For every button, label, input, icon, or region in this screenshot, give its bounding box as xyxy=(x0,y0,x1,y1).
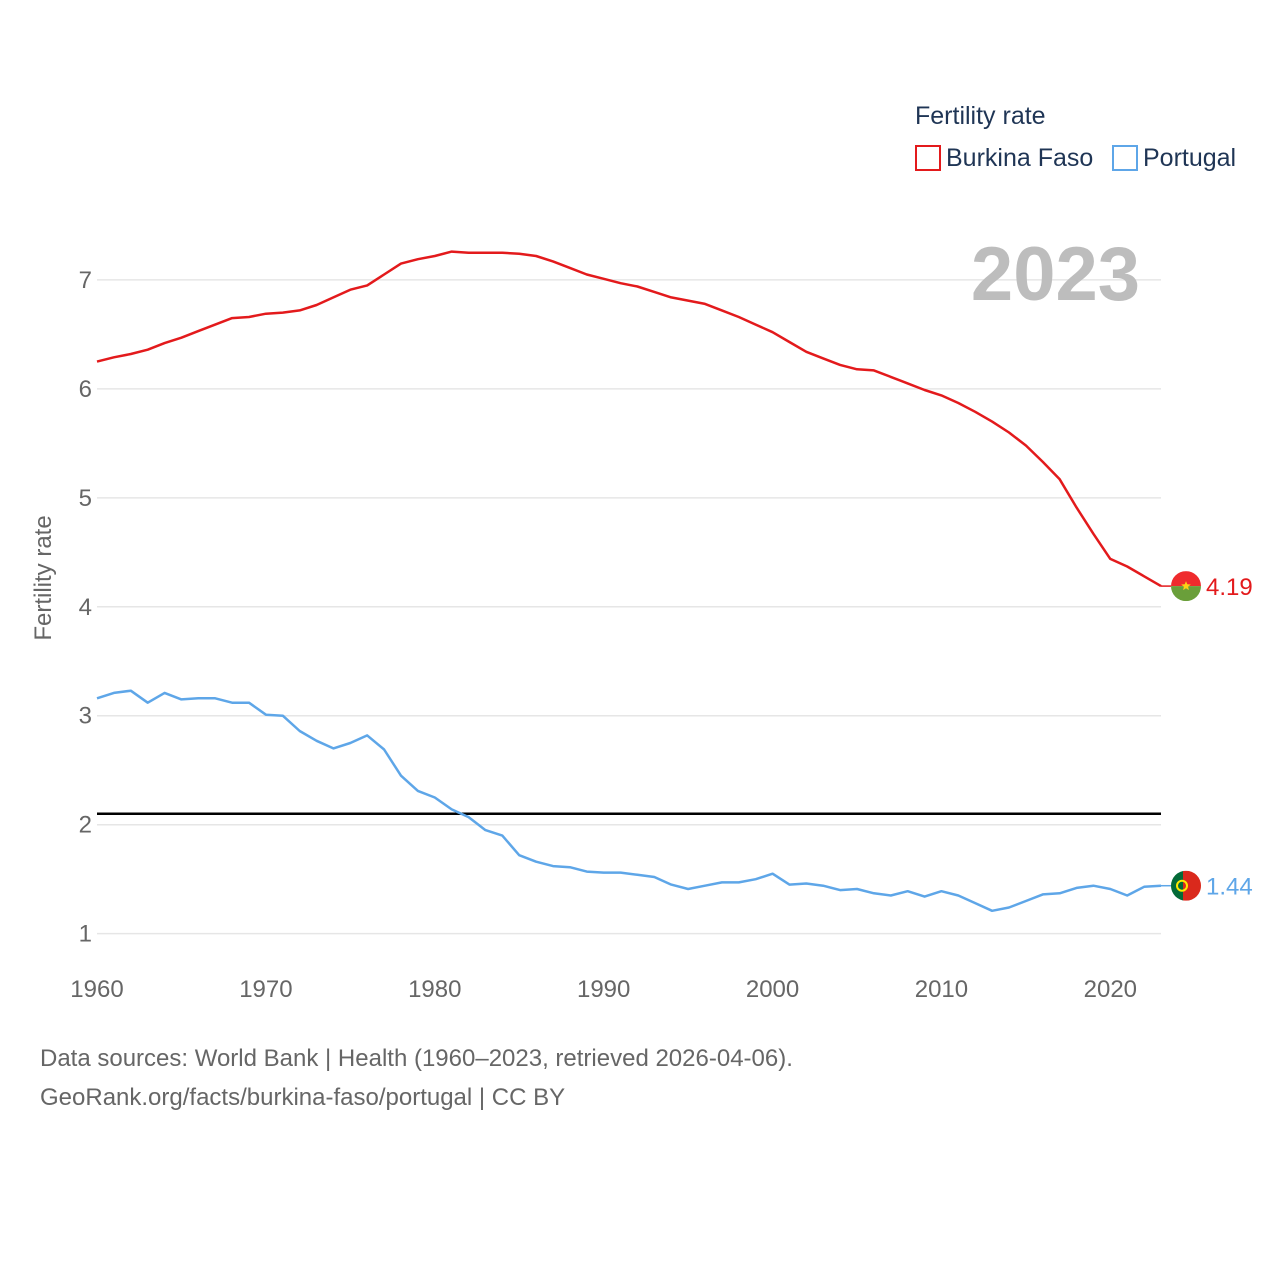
x-axis-ticks: 1960 1970 1980 1990 2000 2010 2020 xyxy=(70,976,1137,1003)
legend-swatch-burkina-faso[interactable] xyxy=(915,145,941,171)
legend-label-burkina-faso[interactable]: Burkina Faso xyxy=(946,144,1093,172)
x-tick-label: 2020 xyxy=(1084,976,1137,1003)
legend-label-portugal[interactable]: Portugal xyxy=(1143,144,1236,172)
series-line-burkina-faso[interactable] xyxy=(96,250,1162,588)
x-tick-label: 2000 xyxy=(746,976,799,1003)
end-value-label-burkina-faso: 4.19 xyxy=(1206,574,1253,601)
legend-swatch-portugal[interactable] xyxy=(1112,145,1138,171)
y-axis-label: Fertility rate xyxy=(30,515,57,640)
x-tick-label: 2010 xyxy=(915,976,968,1003)
y-tick-label: 1 xyxy=(79,921,92,948)
y-tick-label: 2 xyxy=(79,812,92,839)
end-value-label-portugal: 1.44 xyxy=(1206,874,1253,901)
series-endpoints: 4.19 1.44 xyxy=(1161,571,1253,901)
x-tick-label: 1980 xyxy=(408,976,461,1003)
x-tick-label: 1990 xyxy=(577,976,630,1003)
legend: Fertility rate Burkina Faso Portugal xyxy=(915,102,1236,172)
flag-portugal-icon xyxy=(1171,870,1201,901)
gridlines xyxy=(97,279,1161,935)
legend-title: Fertility rate xyxy=(915,102,1046,130)
year-label: 2023 xyxy=(971,232,1140,317)
y-tick-label: 5 xyxy=(79,485,92,512)
footer-sources: Data sources: World Bank | Health (1960–… xyxy=(40,1045,793,1072)
footer-link[interactable]: GeoRank.org/facts/burkina-faso/portugal … xyxy=(40,1084,566,1111)
x-tick-label: 1970 xyxy=(239,976,292,1003)
series-line-portugal[interactable] xyxy=(96,689,1162,913)
x-tick-label: 1960 xyxy=(70,976,123,1003)
y-tick-label: 3 xyxy=(79,703,92,730)
flag-burkina-faso-icon xyxy=(1171,571,1201,602)
y-tick-label: 6 xyxy=(79,376,92,403)
y-axis-ticks: 1 2 3 4 5 6 7 xyxy=(79,267,92,948)
y-tick-label: 4 xyxy=(79,594,92,621)
y-tick-label: 7 xyxy=(79,267,92,294)
series-lines xyxy=(96,250,1162,913)
